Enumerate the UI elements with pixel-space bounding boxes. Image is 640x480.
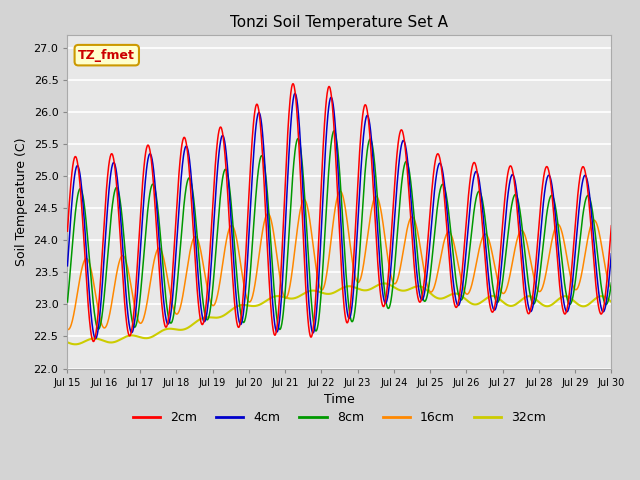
Legend: 2cm, 4cm, 8cm, 16cm, 32cm: 2cm, 4cm, 8cm, 16cm, 32cm — [128, 406, 551, 429]
X-axis label: Time: Time — [324, 393, 355, 406]
Text: TZ_fmet: TZ_fmet — [78, 48, 135, 61]
Y-axis label: Soil Temperature (C): Soil Temperature (C) — [15, 138, 28, 266]
Title: Tonzi Soil Temperature Set A: Tonzi Soil Temperature Set A — [230, 15, 449, 30]
